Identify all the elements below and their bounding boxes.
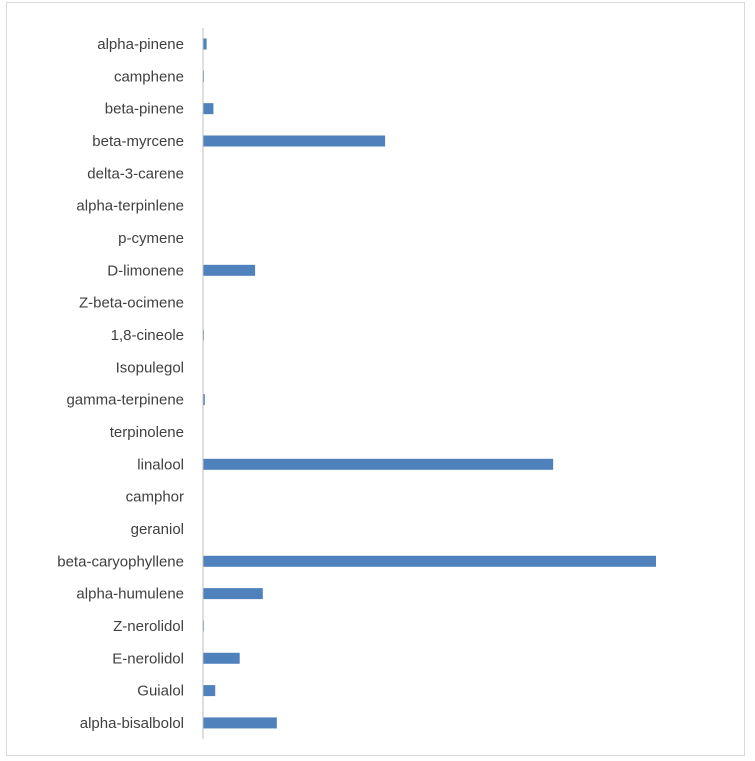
- category-label: beta-myrcene: [92, 133, 184, 150]
- category-label: alpha-pinene: [97, 36, 184, 53]
- category-label: Guialol: [137, 683, 184, 700]
- bar: [203, 717, 277, 729]
- bar: [203, 685, 216, 697]
- bar: [203, 555, 656, 567]
- category-label: beta-caryophyllene: [57, 553, 184, 570]
- category-label: alpha-bisalbolol: [80, 715, 184, 732]
- category-label: alpha-humulene: [76, 586, 184, 603]
- category-label: camphene: [114, 68, 184, 85]
- bar: [203, 135, 386, 147]
- category-label: alpha-terpinlene: [76, 198, 184, 215]
- category-label: camphor: [126, 489, 184, 506]
- category-labels: alpha-pinene camphene beta-pinene beta-myrc…: [57, 36, 184, 732]
- category-label: terpinolene: [110, 424, 184, 441]
- chart-area: [6, 2, 745, 756]
- category-label: gamma-terpinene: [66, 392, 184, 409]
- category-label: 1,8-cineole: [111, 327, 184, 344]
- bar: [203, 38, 207, 50]
- bars-layer: [203, 38, 656, 729]
- category-label: p-cymene: [118, 230, 184, 247]
- bar: [203, 264, 256, 276]
- category-label: linalool: [137, 456, 184, 473]
- category-label: Isopulegol: [116, 359, 184, 376]
- bar: [203, 458, 554, 470]
- bar: [203, 652, 240, 664]
- category-label: beta-pinene: [105, 101, 184, 118]
- category-label: E-nerolidol: [112, 650, 184, 667]
- category-label: D-limonene: [107, 262, 184, 279]
- category-label: delta-3-carene: [87, 165, 184, 182]
- bar: [203, 103, 214, 115]
- bar: [203, 588, 263, 600]
- category-label: Z-nerolidol: [113, 618, 184, 635]
- bar: [203, 394, 205, 406]
- category-label: Z-beta-ocimene: [79, 295, 184, 312]
- category-label: geraniol: [131, 521, 184, 538]
